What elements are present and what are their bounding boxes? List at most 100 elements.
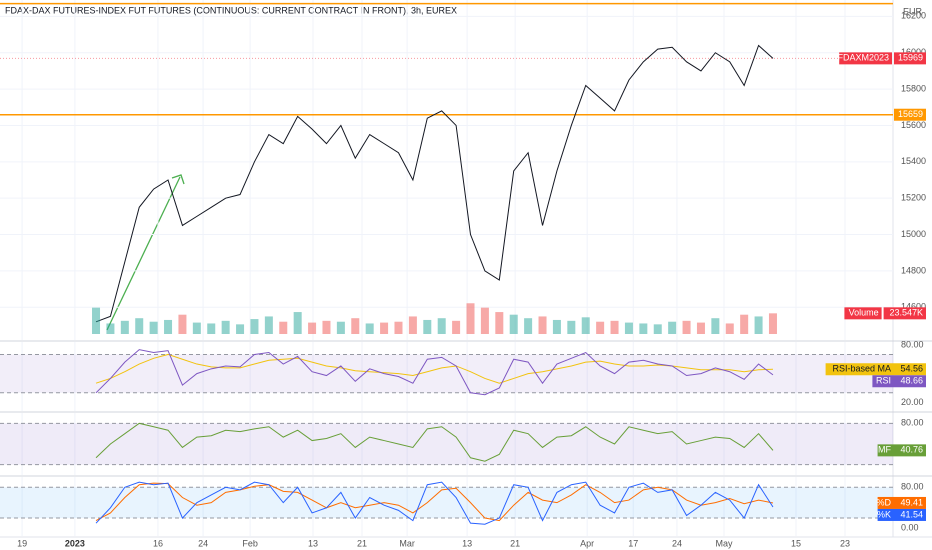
y-tick-label: 15400 [901, 156, 926, 166]
indicator-value-label: 40.76 [894, 444, 926, 457]
symbol-label-text: FDAXM2023 [837, 53, 889, 63]
volume-bar [768, 313, 777, 334]
volume-bar [754, 316, 763, 334]
volume-bar [711, 318, 720, 334]
indicator-value-label-text: 49.41 [900, 497, 923, 507]
volume-value-label: 23.547K [883, 307, 926, 320]
volume-bar [682, 320, 691, 334]
series-line [95, 422, 774, 462]
volume-bar [178, 314, 187, 334]
volume-bar [221, 320, 230, 334]
indicator-value-label: 49.41 [894, 496, 926, 509]
x-tick-label: May [715, 538, 733, 548]
x-tick-label: 13 [462, 538, 472, 548]
indicator-value-label-bg [894, 496, 926, 509]
volume-bar [351, 318, 360, 334]
trend-arrow [106, 176, 181, 331]
band [0, 423, 893, 465]
indicator-name-label: RSI [872, 375, 894, 388]
hline-label-text: 15659 [898, 109, 923, 119]
indicator-value-label: 54.56 [894, 363, 926, 376]
x-tick-label: 17 [628, 538, 638, 548]
volume-bar [552, 319, 561, 334]
volume-bar [336, 321, 345, 334]
volume-bar [495, 312, 504, 334]
y-tick-label: 16000 [901, 47, 926, 57]
volume-bar [653, 324, 662, 334]
volume-bar [192, 322, 201, 334]
volume-bar [423, 319, 432, 334]
indicator-value-label-text: 54.56 [900, 364, 923, 374]
indicator-name-label: RSI-based MA [825, 363, 894, 376]
volume-bar [120, 320, 129, 334]
last-price-label: 15969 [894, 52, 926, 65]
band [0, 354, 893, 393]
volume-bar [466, 303, 475, 334]
volume-bar [106, 323, 115, 334]
volume-bar [624, 322, 633, 334]
chart-title: FDAX-DAX FUTURES-INDEX FUT FUTURES (CONT… [5, 5, 457, 15]
series-line [95, 353, 773, 384]
x-tick-label: 24 [198, 538, 208, 548]
volume-bar [365, 323, 374, 334]
volume-value-label-text: 23.547K [889, 308, 923, 318]
series-line [95, 44, 774, 323]
indicator-value-label: 48.66 [894, 375, 926, 388]
volume-bar [279, 321, 288, 334]
y-tick-label: 14800 [901, 265, 926, 275]
volume-bar [92, 307, 101, 334]
indicator-name-label-bg [825, 363, 894, 376]
x-tick-label: Apr [580, 538, 594, 548]
volume-bar [135, 318, 144, 334]
x-tick-label: 23 [840, 538, 850, 548]
trend-arrow-head [171, 174, 185, 185]
volume-bar [581, 317, 590, 334]
volume-value-label-bg [883, 307, 926, 320]
indicator-value-label-text: 48.66 [900, 376, 923, 386]
volume-bar [524, 318, 533, 334]
currency: EUR [903, 6, 923, 16]
volume-bar [480, 307, 489, 334]
series-line [95, 481, 774, 525]
y-tick-label: 15600 [901, 120, 926, 130]
x-tick-label: 21 [357, 538, 367, 548]
indicator-name-label-text: RSI [876, 376, 891, 386]
volume-bar [452, 320, 461, 334]
y-tick-label: 20.00 [901, 397, 924, 407]
x-tick-label: 13 [308, 538, 318, 548]
indicator-value-label: 41.54 [894, 508, 926, 521]
indicator-name-label-text: %K [877, 509, 891, 519]
volume-bar [567, 320, 576, 334]
volume-bar [293, 312, 302, 334]
volume-bar [236, 324, 245, 334]
last-price-label-bg [894, 52, 926, 65]
indicator-name-label-text: RSI-based MA [832, 364, 891, 374]
indicator-value-label-bg [894, 508, 926, 521]
indicator-value-label-bg [894, 444, 926, 457]
indicator-value-label-bg [894, 375, 926, 388]
x-tick-label: 2023 [65, 538, 85, 548]
indicator-value-label-text: 41.54 [900, 509, 923, 519]
indicator-name-label-bg [877, 496, 894, 509]
symbol-label-bg [839, 52, 892, 65]
volume-name-label: Volume [844, 307, 882, 320]
volume-bar [250, 319, 259, 334]
volume-bar [394, 321, 403, 334]
indicator-name-label-bg [877, 444, 894, 457]
volume-bar [538, 316, 547, 334]
volume-bar [264, 316, 273, 334]
band [0, 487, 893, 519]
x-tick-label: 19 [17, 538, 27, 548]
volume-bar [164, 319, 173, 334]
volume-name-label-bg [844, 307, 882, 320]
volume-bar [740, 314, 749, 334]
y-tick-label: 80.00 [901, 339, 924, 349]
indicator-value-label-text: 40.76 [900, 445, 923, 455]
indicator-name-label-text: %D [876, 497, 891, 507]
y-tick-label: 15800 [901, 83, 926, 93]
volume-bar [308, 322, 317, 334]
x-tick-label: Feb [242, 538, 258, 548]
x-tick-label: 21 [510, 538, 520, 548]
y-tick-label: 14600 [901, 302, 926, 312]
